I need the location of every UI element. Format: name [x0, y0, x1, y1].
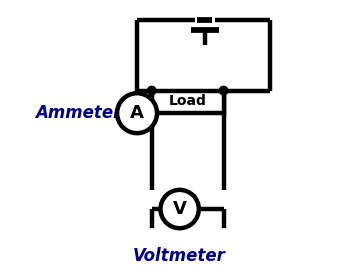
Text: Ammeter: Ammeter	[35, 104, 122, 122]
Circle shape	[219, 86, 228, 95]
Bar	[152, 91, 223, 113]
Text: V: V	[173, 200, 187, 218]
Text: Voltmeter: Voltmeter	[133, 247, 226, 265]
Text: A: A	[130, 104, 144, 122]
Circle shape	[161, 190, 199, 228]
Circle shape	[117, 93, 157, 133]
Circle shape	[147, 86, 156, 95]
Text: Load: Load	[169, 94, 207, 108]
